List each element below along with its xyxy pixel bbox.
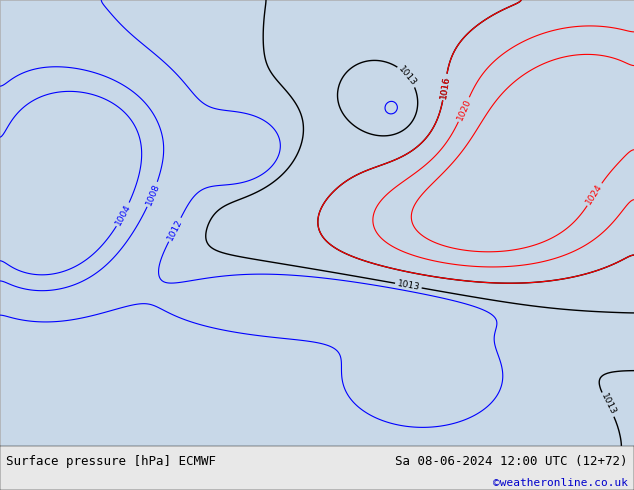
Text: 1016: 1016 xyxy=(439,75,451,99)
Text: 1013: 1013 xyxy=(396,279,420,292)
Text: 1013: 1013 xyxy=(397,64,418,88)
Text: 1012: 1012 xyxy=(165,218,184,242)
Text: 1013: 1013 xyxy=(599,392,618,417)
Text: Surface pressure [hPa] ECMWF: Surface pressure [hPa] ECMWF xyxy=(6,455,216,468)
Text: 1020: 1020 xyxy=(455,97,472,122)
Text: 1004: 1004 xyxy=(113,202,133,227)
Text: 1016: 1016 xyxy=(439,75,451,99)
Text: 1008: 1008 xyxy=(144,182,161,207)
Text: ©weatheronline.co.uk: ©weatheronline.co.uk xyxy=(493,478,628,489)
Text: 1024: 1024 xyxy=(585,182,604,206)
Text: Sa 08-06-2024 12:00 UTC (12+72): Sa 08-06-2024 12:00 UTC (12+72) xyxy=(395,455,628,468)
